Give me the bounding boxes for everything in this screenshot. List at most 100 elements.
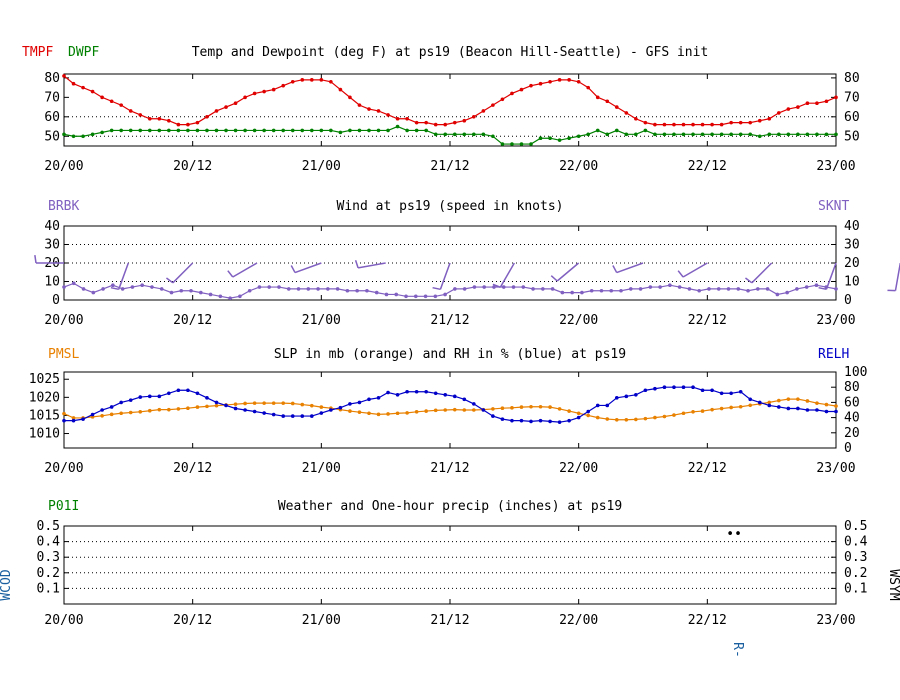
relh-point bbox=[310, 414, 314, 418]
dwpf-point bbox=[167, 128, 171, 133]
pmsl-point bbox=[748, 403, 753, 408]
x-tick-label: 20/12 bbox=[173, 313, 212, 328]
dwpf-point bbox=[510, 142, 514, 146]
tmpf-point bbox=[262, 89, 266, 94]
relh-point bbox=[691, 385, 695, 390]
relh-point bbox=[252, 409, 257, 414]
temp-dewpoint-panel: TMPF DWPF Temp and Dewpoint (deg F) at p… bbox=[22, 45, 860, 174]
wind-barb-staff bbox=[556, 262, 580, 282]
y-tick-label: 0.3 bbox=[37, 550, 60, 565]
sknt-point bbox=[570, 290, 574, 295]
dwpf-point bbox=[815, 132, 819, 137]
x-tick-label: 20/00 bbox=[44, 461, 83, 476]
relh-point bbox=[500, 417, 505, 421]
tmpf-point bbox=[281, 83, 286, 88]
dwpf-point bbox=[233, 128, 238, 133]
sknt-point bbox=[472, 285, 477, 289]
tmpf-point bbox=[691, 122, 695, 127]
precip-panel-title: Weather and One-hour precip (inches) at … bbox=[278, 499, 622, 514]
tmpf-point bbox=[367, 107, 371, 111]
relh-point bbox=[653, 386, 657, 391]
dwpf-point bbox=[824, 132, 829, 137]
x-tick-label: 21/12 bbox=[430, 461, 469, 476]
relh-point bbox=[424, 389, 428, 394]
pmsl-point bbox=[595, 415, 600, 420]
dwpf-point bbox=[433, 132, 438, 137]
dwpf-point bbox=[595, 128, 600, 133]
relh-point bbox=[710, 388, 714, 393]
dwpf-point bbox=[81, 134, 85, 139]
tmpf-point bbox=[290, 79, 295, 84]
tmpf-point bbox=[548, 79, 552, 84]
dwpf-point bbox=[557, 138, 562, 142]
y-tick-label: 70 bbox=[44, 90, 60, 105]
relh-point bbox=[119, 400, 123, 405]
pmsl-point bbox=[805, 399, 810, 403]
sknt-point bbox=[541, 287, 545, 291]
tmpf-line bbox=[63, 75, 837, 126]
dwpf-point bbox=[805, 132, 810, 137]
tmpf-point bbox=[681, 122, 686, 127]
tmpf-point bbox=[310, 78, 314, 82]
dwpf-point bbox=[500, 142, 505, 146]
sknt-point bbox=[531, 287, 535, 291]
wind-barb-flag bbox=[227, 270, 234, 278]
sknt-point bbox=[71, 281, 76, 286]
pmsl-point bbox=[243, 401, 247, 406]
pmsl-point bbox=[281, 401, 286, 405]
y-tick-label: 30 bbox=[44, 238, 60, 253]
sknt-point bbox=[257, 285, 262, 289]
x-tick-label: 22/00 bbox=[559, 313, 598, 328]
pmsl-point bbox=[472, 408, 476, 412]
wind-x-ticks: 20/00 20/12 21/00 21/12 22/00 22/12 23/00 bbox=[44, 226, 856, 328]
dwpf-point bbox=[634, 132, 638, 137]
relh-point bbox=[329, 408, 333, 412]
tmpf-point bbox=[757, 118, 762, 123]
x-tick-label: 20/12 bbox=[173, 159, 212, 174]
relh-point bbox=[271, 412, 276, 417]
wind-barb-staff bbox=[616, 262, 644, 274]
tmpf-point bbox=[195, 120, 200, 125]
sknt-point bbox=[687, 287, 692, 291]
y-tick-label: 0 bbox=[844, 293, 852, 308]
dwpf-point bbox=[719, 132, 724, 137]
dwpf-point bbox=[357, 128, 362, 133]
precip-y-ticks: 0.50.40.30.20.10.50.40.30.20.1 bbox=[37, 519, 868, 596]
relh-point bbox=[90, 412, 95, 417]
wind-barb-flag bbox=[290, 265, 296, 273]
dwpf-point bbox=[338, 130, 343, 135]
tmpf-point bbox=[329, 79, 333, 84]
wind-barb-flag bbox=[34, 254, 37, 264]
relh-point bbox=[529, 419, 533, 424]
pmsl-point bbox=[529, 404, 533, 409]
sknt-point bbox=[443, 292, 447, 297]
relh-point bbox=[510, 418, 514, 423]
dwpf-point bbox=[414, 128, 419, 133]
relh-point bbox=[348, 402, 352, 406]
y-tick-label: 10 bbox=[844, 275, 860, 290]
dwpf-point bbox=[576, 134, 581, 139]
dwpf-point bbox=[462, 132, 467, 137]
sknt-point bbox=[365, 288, 369, 293]
relh-point bbox=[567, 418, 571, 423]
pmsl-point bbox=[214, 403, 219, 408]
wind-barb-staff bbox=[894, 262, 900, 291]
relh-point bbox=[167, 391, 171, 396]
tmpf-point bbox=[481, 109, 486, 113]
sknt-point bbox=[453, 287, 457, 291]
sknt-point bbox=[677, 285, 682, 289]
dwpf-point bbox=[62, 132, 66, 137]
sknt-point bbox=[169, 290, 174, 295]
dwpf-point bbox=[319, 128, 324, 133]
y-tick-label: 1015 bbox=[29, 408, 60, 423]
pmsl-point bbox=[567, 409, 571, 413]
y-tick-label: 1020 bbox=[29, 390, 60, 405]
dwpf-point bbox=[310, 128, 314, 133]
relh-point bbox=[462, 397, 467, 402]
tmpf-point bbox=[824, 99, 829, 104]
pmsl-point bbox=[205, 404, 209, 409]
dwpf-point bbox=[405, 128, 409, 133]
slp-panel-title: SLP in mb (orange) and RH in % (blue) at… bbox=[274, 347, 626, 362]
relh-point bbox=[729, 391, 733, 396]
x-tick-label: 21/00 bbox=[302, 461, 341, 476]
